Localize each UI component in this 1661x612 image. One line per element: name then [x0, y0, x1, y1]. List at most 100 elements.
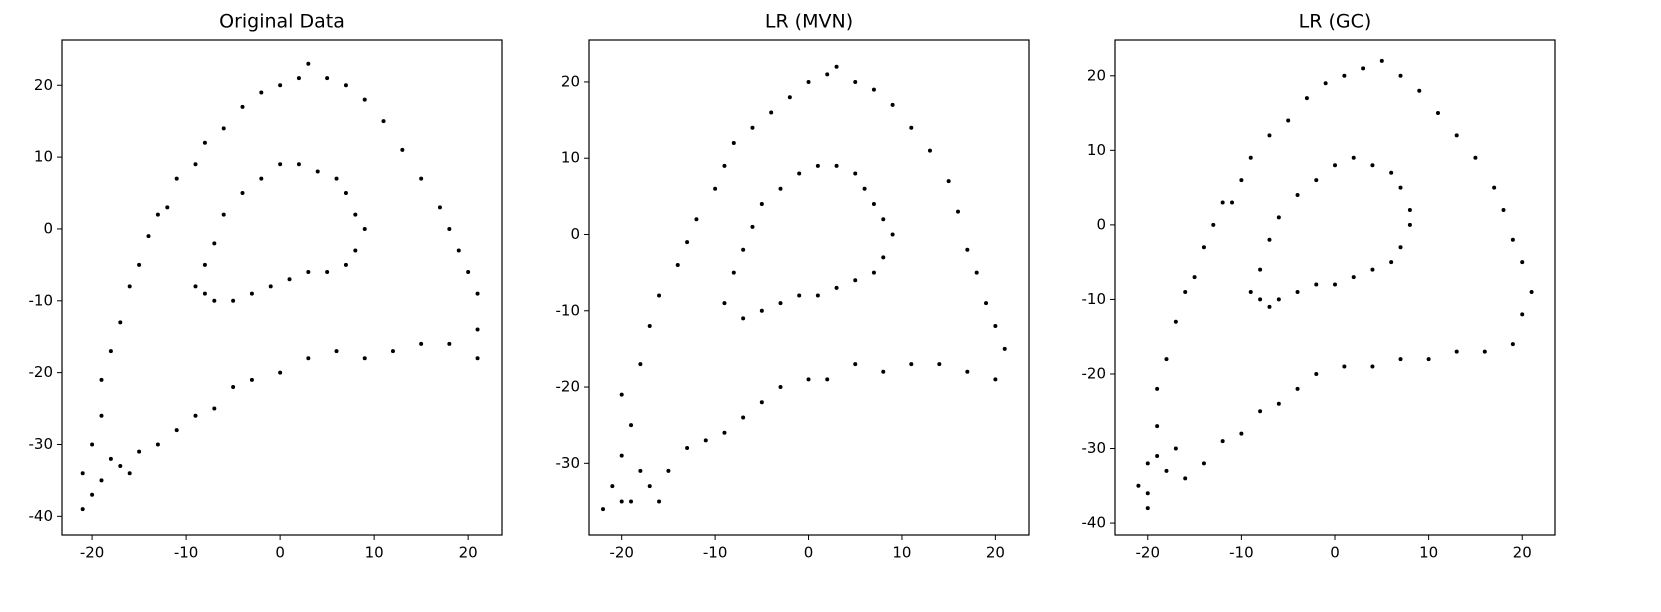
point [703, 438, 708, 443]
point [1164, 357, 1169, 362]
y-tick-label: -30 [29, 435, 54, 453]
point [1389, 260, 1394, 265]
point [834, 163, 839, 168]
point [155, 212, 160, 217]
point [1333, 282, 1337, 287]
point [1473, 155, 1478, 160]
point [362, 97, 367, 102]
point [1314, 371, 1319, 376]
point [212, 298, 217, 303]
point [1398, 357, 1403, 362]
y-tick-label: 20 [561, 72, 580, 90]
point [1276, 297, 1281, 302]
point [657, 499, 662, 504]
point [890, 102, 895, 107]
point [853, 278, 858, 283]
point [1220, 200, 1225, 205]
point [965, 247, 970, 252]
point [731, 270, 736, 275]
point [601, 507, 606, 512]
point [619, 499, 624, 504]
x-tick-label: -10 [174, 544, 199, 562]
point [797, 171, 802, 176]
point [212, 406, 217, 411]
x-tick-label: 20 [986, 544, 1005, 562]
point [909, 362, 914, 367]
point [871, 87, 876, 92]
point [638, 362, 643, 367]
chart-title: LR (GC) [1299, 11, 1372, 33]
point [685, 240, 690, 245]
point [1454, 349, 1459, 354]
point [881, 217, 886, 222]
point [90, 492, 95, 497]
point [296, 162, 301, 167]
axes-frame [1114, 39, 1556, 536]
point [741, 316, 746, 321]
point [447, 226, 452, 231]
x-tick-label: 10 [1419, 544, 1438, 562]
point [1258, 409, 1263, 414]
point [287, 277, 292, 282]
point [353, 248, 358, 253]
point [1248, 155, 1253, 160]
y-tick-label: -30 [1082, 439, 1107, 457]
point [231, 385, 236, 390]
point [1201, 245, 1206, 250]
point [1220, 439, 1225, 444]
point [1276, 401, 1281, 406]
point [1239, 431, 1244, 436]
point [1398, 73, 1403, 78]
point [1370, 364, 1375, 369]
point [437, 205, 442, 210]
x-tick-label: 10 [365, 544, 384, 562]
point [946, 179, 951, 184]
y-tick-label: 10 [1087, 141, 1106, 159]
point [1323, 81, 1328, 86]
point [741, 247, 746, 252]
point [619, 453, 624, 458]
point [1295, 289, 1300, 294]
point [1192, 275, 1197, 280]
point [1276, 215, 1281, 220]
point [343, 191, 348, 196]
x-tick-label: -20 [1136, 544, 1161, 562]
x-tick-label: -10 [703, 544, 728, 562]
y-tick-label: 0 [1096, 215, 1106, 233]
point [1379, 58, 1384, 63]
point [769, 110, 774, 115]
y-tick-label: 0 [570, 225, 580, 243]
point [306, 356, 311, 361]
y-tick-label: 10 [34, 148, 53, 166]
point [118, 320, 123, 325]
point [1492, 185, 1497, 190]
point [871, 201, 876, 206]
point [731, 140, 736, 145]
point [853, 362, 858, 367]
y-tick-label: -10 [29, 291, 54, 309]
y-tick-label: -20 [1082, 364, 1107, 382]
point [1295, 386, 1300, 391]
point [419, 341, 424, 346]
point [1164, 468, 1169, 473]
point [1520, 260, 1525, 265]
subplot: LR (MVN) -20 -10 0 10 20 -30 -20 -10 0 10 20 [556, 11, 1030, 562]
point [890, 232, 895, 237]
point [1173, 446, 1178, 451]
point [202, 140, 207, 145]
point [694, 217, 699, 222]
point [1173, 319, 1178, 324]
point [1333, 163, 1337, 168]
point [174, 176, 179, 181]
point [657, 293, 662, 298]
point [1342, 364, 1347, 369]
point [99, 478, 104, 483]
point [778, 301, 783, 306]
x-tick-label: -10 [1229, 544, 1254, 562]
point [362, 356, 367, 361]
point [108, 349, 113, 354]
point [834, 64, 839, 69]
point [638, 468, 643, 473]
x-tick-label: 0 [804, 544, 814, 562]
point [1314, 178, 1319, 183]
